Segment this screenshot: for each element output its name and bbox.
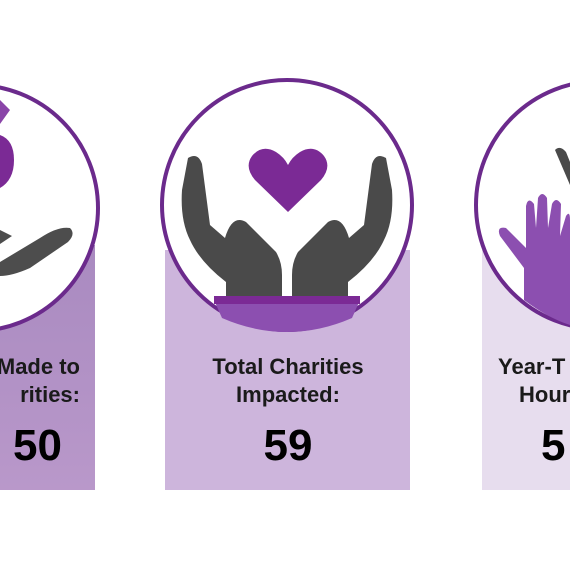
card-label: Hour	[519, 382, 570, 407]
card-label: Total Charities	[212, 354, 363, 379]
middle-icon	[181, 148, 393, 332]
card-value: 50	[13, 421, 62, 470]
card-label: Impacted:	[236, 382, 340, 407]
card-label: Year-T	[498, 354, 566, 379]
card-value: 59	[264, 421, 313, 470]
right-icon	[498, 147, 570, 325]
left-icon	[0, 100, 73, 276]
card-value: 5	[541, 421, 565, 470]
card-label: Made to	[0, 354, 80, 379]
card-label: rities:	[20, 382, 80, 407]
